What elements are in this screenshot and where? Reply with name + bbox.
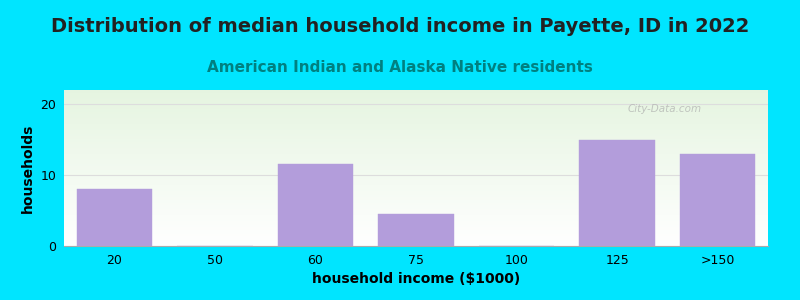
- Bar: [680, 154, 755, 246]
- Bar: [278, 164, 353, 246]
- Text: Distribution of median household income in Payette, ID in 2022: Distribution of median household income …: [51, 16, 749, 35]
- Bar: [77, 189, 152, 246]
- Bar: [579, 140, 655, 246]
- Bar: [378, 214, 454, 246]
- Y-axis label: households: households: [21, 123, 35, 213]
- X-axis label: household income ($1000): household income ($1000): [312, 272, 520, 286]
- Text: City-Data.com: City-Data.com: [627, 104, 702, 114]
- Text: American Indian and Alaska Native residents: American Indian and Alaska Native reside…: [207, 60, 593, 75]
